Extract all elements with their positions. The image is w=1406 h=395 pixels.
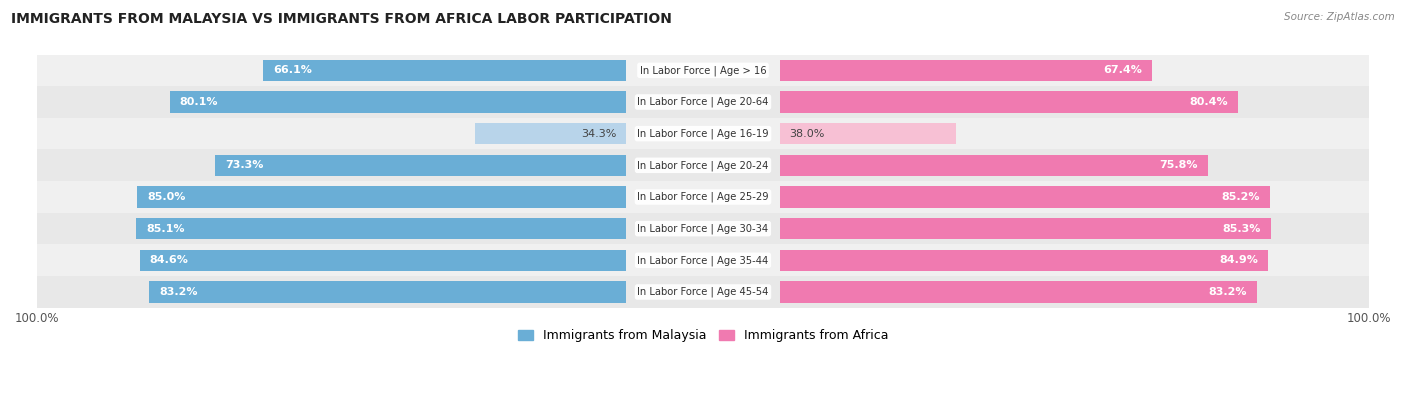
Text: IMMIGRANTS FROM MALAYSIA VS IMMIGRANTS FROM AFRICA LABOR PARTICIPATION: IMMIGRANTS FROM MALAYSIA VS IMMIGRANTS F… (11, 12, 672, 26)
Text: 66.1%: 66.1% (273, 65, 312, 75)
Text: 80.4%: 80.4% (1189, 97, 1229, 107)
Legend: Immigrants from Malaysia, Immigrants from Africa: Immigrants from Malaysia, Immigrants fro… (513, 324, 893, 347)
Bar (37, 118, 1369, 149)
Bar (37, 245, 1369, 276)
Bar (215, 154, 627, 176)
Bar (37, 55, 1369, 86)
Text: In Labor Force | Age 25-29: In Labor Force | Age 25-29 (637, 192, 769, 202)
Text: In Labor Force | Age 45-54: In Labor Force | Age 45-54 (637, 287, 769, 297)
Bar (170, 91, 627, 113)
Text: In Labor Force | Age 20-24: In Labor Force | Age 20-24 (637, 160, 769, 171)
Text: In Labor Force | Age 35-44: In Labor Force | Age 35-44 (637, 255, 769, 265)
Text: 84.9%: 84.9% (1219, 255, 1258, 265)
Bar (139, 250, 627, 271)
Bar (779, 123, 956, 145)
Text: 80.1%: 80.1% (180, 97, 218, 107)
Text: 34.3%: 34.3% (581, 129, 616, 139)
Bar (37, 181, 1369, 213)
Text: 73.3%: 73.3% (225, 160, 263, 170)
Bar (475, 123, 627, 145)
Bar (37, 213, 1369, 245)
Bar (779, 186, 1270, 208)
Text: 75.8%: 75.8% (1159, 160, 1198, 170)
Text: 83.2%: 83.2% (159, 287, 198, 297)
Text: 38.0%: 38.0% (790, 129, 825, 139)
Text: In Labor Force | Age > 16: In Labor Force | Age > 16 (640, 65, 766, 75)
Bar (779, 60, 1152, 81)
Text: In Labor Force | Age 30-34: In Labor Force | Age 30-34 (637, 224, 769, 234)
Bar (779, 281, 1257, 303)
Bar (149, 281, 627, 303)
Text: 85.1%: 85.1% (146, 224, 186, 234)
Text: 67.4%: 67.4% (1102, 65, 1142, 75)
Bar (37, 86, 1369, 118)
Text: Source: ZipAtlas.com: Source: ZipAtlas.com (1284, 12, 1395, 22)
Text: In Labor Force | Age 20-64: In Labor Force | Age 20-64 (637, 97, 769, 107)
Bar (138, 186, 627, 208)
Bar (779, 250, 1268, 271)
Text: 85.3%: 85.3% (1223, 224, 1261, 234)
Text: In Labor Force | Age 16-19: In Labor Force | Age 16-19 (637, 128, 769, 139)
Text: 85.0%: 85.0% (148, 192, 186, 202)
Bar (779, 218, 1271, 239)
Text: 84.6%: 84.6% (150, 255, 188, 265)
Bar (779, 91, 1239, 113)
Text: 85.2%: 85.2% (1222, 192, 1260, 202)
Bar (37, 149, 1369, 181)
Text: 83.2%: 83.2% (1208, 287, 1247, 297)
Bar (37, 276, 1369, 308)
Bar (263, 60, 627, 81)
Bar (136, 218, 627, 239)
Bar (779, 154, 1208, 176)
